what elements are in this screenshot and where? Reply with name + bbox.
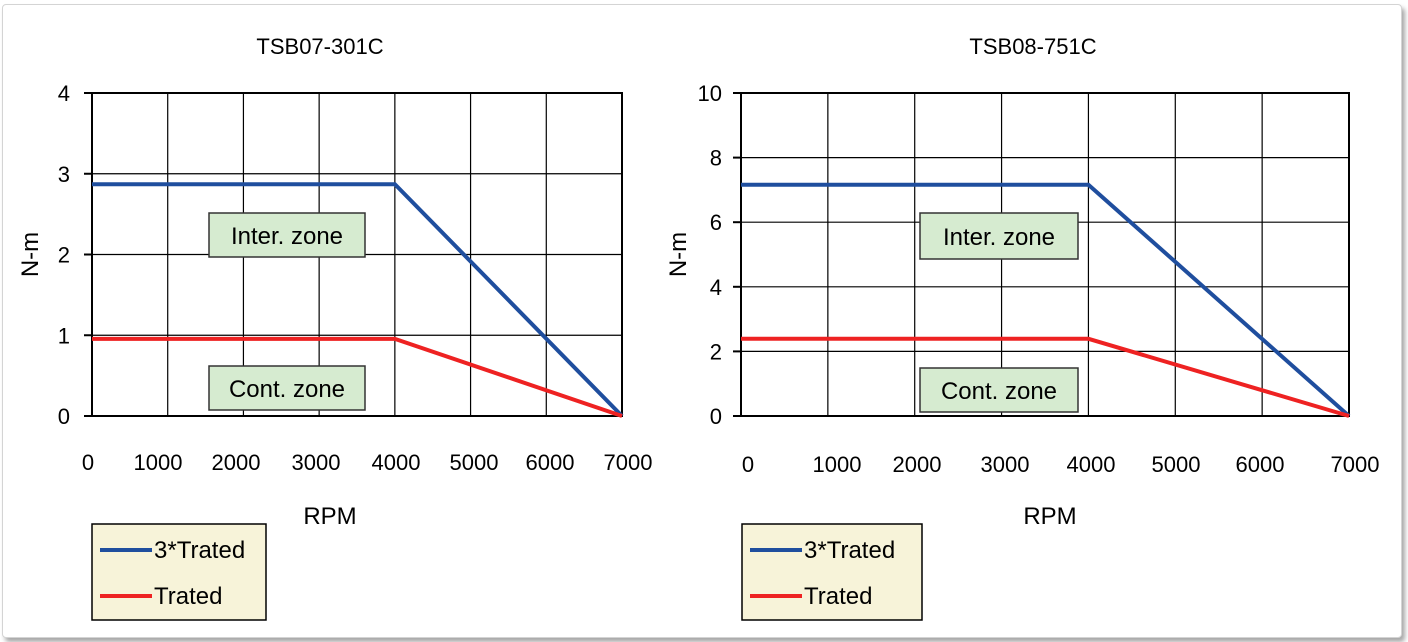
inter-zone-box: Inter. zone — [919, 212, 1079, 260]
chart-1: TSB07-301C 0 1 2 3 4 0 1000 2000 3000 4000 5000 6000… — [17, 34, 653, 621]
x-tick-label: 3000 — [292, 450, 341, 475]
x-tick-label: 0 — [742, 452, 754, 477]
y-tick-label: 0 — [58, 404, 70, 429]
x-tick-label: 4000 — [372, 450, 421, 475]
x-tick-label: 3000 — [981, 452, 1030, 477]
zone-box-bg — [919, 212, 1079, 260]
legend-label: Trated — [154, 583, 222, 610]
legend-label: 3*Trated — [154, 537, 245, 564]
y-axis-label: N-m — [665, 232, 692, 277]
series-line-3-trated — [92, 182, 624, 418]
zone-label: Cont. zone — [941, 378, 1057, 405]
x-axis-label: RPM — [303, 503, 356, 530]
y-tick-label: 0 — [710, 404, 722, 429]
x-tick-label: 5000 — [450, 450, 499, 475]
zone-label: Inter. zone — [231, 223, 343, 250]
y-tick-label: 4 — [710, 275, 722, 300]
x-tick-label: 2000 — [212, 450, 261, 475]
x-tick-label: 7000 — [604, 450, 653, 475]
chart-title: TSB08-751C — [969, 34, 1096, 59]
legend-box — [741, 523, 923, 621]
zone-label: Cont. zone — [229, 376, 345, 403]
chart-2: TSB08-751C 0 2 4 6 8 10 0 1000 2000 3000 4000 5000 60… — [665, 34, 1380, 621]
x-tick-label: 6000 — [1236, 452, 1285, 477]
y-tick-label: 3 — [58, 162, 70, 187]
y-tick-label: 1 — [58, 323, 70, 348]
legend: 3*Trated Trated — [91, 523, 267, 621]
zone-box-bg — [208, 212, 366, 258]
y-tick-label: 6 — [710, 210, 722, 235]
y-tick-label: 2 — [710, 339, 722, 364]
x-tick-label: 6000 — [526, 450, 575, 475]
inter-zone-box: Inter. zone — [208, 212, 366, 258]
legend-label: Trated — [804, 583, 872, 610]
x-tick-label: 2000 — [893, 452, 942, 477]
x-tick-label: 0 — [82, 450, 94, 475]
x-tick-label: 5000 — [1152, 452, 1201, 477]
legend-box — [91, 523, 267, 621]
x-tick-label: 1000 — [813, 452, 862, 477]
y-tick-label: 8 — [710, 146, 722, 171]
cont-zone-box: Cont. zone — [919, 367, 1079, 413]
zone-box-bg — [919, 367, 1079, 413]
x-tick-label: 7000 — [1331, 452, 1380, 477]
series-line-trated — [92, 336, 623, 418]
y-tick-label: 4 — [58, 81, 70, 106]
x-axis-label: RPM — [1023, 503, 1076, 530]
series-line-trated — [741, 336, 1350, 418]
zone-box-bg — [208, 365, 366, 411]
chart-title: TSB07-301C — [256, 34, 383, 59]
zone-label: Inter. zone — [943, 224, 1055, 251]
x-tick-label: 4000 — [1067, 452, 1116, 477]
legend: 3*Trated Trated — [741, 523, 923, 621]
legend-label: 3*Trated — [804, 537, 895, 564]
x-tick-label: 1000 — [134, 450, 183, 475]
y-tick-label: 10 — [698, 81, 722, 106]
y-axis-label: N-m — [17, 232, 44, 277]
y-tick-label: 2 — [58, 243, 70, 268]
series-line-3-trated — [741, 182, 1351, 418]
cont-zone-box: Cont. zone — [208, 365, 366, 411]
plot-border — [740, 92, 1350, 417]
